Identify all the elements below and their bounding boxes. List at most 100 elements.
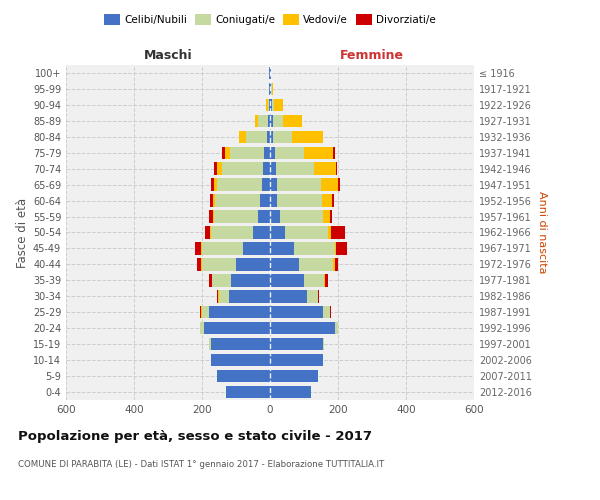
Bar bbox=[210, 194, 213, 207]
Bar bbox=[264, 146, 270, 159]
Bar bbox=[204, 322, 270, 334]
Bar bbox=[314, 162, 335, 175]
Bar bbox=[335, 162, 337, 175]
Bar bbox=[270, 338, 323, 350]
Bar bbox=[213, 210, 214, 223]
Bar bbox=[222, 146, 225, 159]
Bar bbox=[239, 130, 246, 143]
Bar bbox=[286, 226, 328, 238]
Bar bbox=[214, 178, 217, 191]
Bar bbox=[271, 82, 272, 95]
Bar bbox=[294, 242, 335, 254]
Text: COMUNE DI PARABITA (LE) - Dati ISTAT 1° gennaio 2017 - Elaborazione TUTTITALIA.I: COMUNE DI PARABITA (LE) - Dati ISTAT 1° … bbox=[18, 460, 384, 469]
Bar bbox=[269, 82, 270, 95]
Bar bbox=[200, 306, 201, 318]
Bar bbox=[270, 178, 277, 191]
Bar bbox=[277, 178, 321, 191]
Bar bbox=[317, 290, 318, 302]
Bar bbox=[211, 178, 214, 191]
Bar bbox=[333, 258, 335, 270]
Bar bbox=[304, 274, 325, 286]
Bar bbox=[270, 130, 274, 143]
Bar bbox=[318, 290, 319, 302]
Bar bbox=[215, 194, 260, 207]
Bar bbox=[246, 130, 266, 143]
Bar bbox=[255, 114, 258, 127]
Bar bbox=[270, 210, 280, 223]
Bar bbox=[268, 98, 269, 111]
Bar bbox=[270, 67, 271, 79]
Bar bbox=[202, 306, 209, 318]
Bar bbox=[211, 226, 253, 238]
Bar bbox=[253, 226, 270, 238]
Bar bbox=[202, 258, 236, 270]
Bar bbox=[273, 114, 283, 127]
Bar bbox=[323, 306, 329, 318]
Bar bbox=[270, 226, 286, 238]
Bar bbox=[268, 114, 270, 127]
Bar bbox=[270, 306, 323, 318]
Bar bbox=[323, 338, 325, 350]
Y-axis label: Anni di nascita: Anni di nascita bbox=[537, 191, 547, 274]
Bar bbox=[231, 274, 270, 286]
Bar bbox=[222, 162, 263, 175]
Bar bbox=[195, 242, 202, 254]
Bar bbox=[270, 162, 276, 175]
Bar bbox=[258, 114, 268, 127]
Bar bbox=[270, 274, 304, 286]
Bar bbox=[266, 130, 270, 143]
Bar bbox=[280, 210, 323, 223]
Bar bbox=[276, 162, 314, 175]
Bar bbox=[243, 242, 270, 254]
Bar bbox=[202, 242, 243, 254]
Bar bbox=[217, 370, 270, 382]
Bar bbox=[266, 98, 268, 111]
Bar bbox=[329, 210, 332, 223]
Bar bbox=[270, 114, 273, 127]
Bar bbox=[218, 290, 219, 302]
Bar bbox=[270, 386, 311, 398]
Bar bbox=[335, 242, 337, 254]
Bar bbox=[225, 146, 230, 159]
Bar bbox=[270, 258, 299, 270]
Bar bbox=[304, 146, 333, 159]
Bar bbox=[197, 258, 202, 270]
Bar bbox=[272, 98, 274, 111]
Bar bbox=[236, 258, 270, 270]
Bar bbox=[213, 194, 215, 207]
Bar bbox=[325, 274, 328, 286]
Bar bbox=[270, 322, 335, 334]
Bar bbox=[337, 242, 347, 254]
Bar bbox=[217, 178, 262, 191]
Bar bbox=[219, 290, 229, 302]
Bar bbox=[331, 226, 345, 238]
Bar bbox=[258, 210, 270, 223]
Bar bbox=[323, 210, 329, 223]
Bar bbox=[333, 146, 335, 159]
Bar bbox=[270, 82, 271, 95]
Bar bbox=[209, 274, 212, 286]
Bar bbox=[212, 274, 231, 286]
Bar bbox=[211, 354, 270, 366]
Y-axis label: Fasce di età: Fasce di età bbox=[16, 198, 29, 268]
Bar bbox=[217, 162, 222, 175]
Bar bbox=[292, 130, 323, 143]
Bar bbox=[201, 306, 202, 318]
Bar bbox=[211, 338, 270, 350]
Bar bbox=[275, 146, 304, 159]
Bar bbox=[330, 306, 331, 318]
Bar bbox=[260, 194, 270, 207]
Bar bbox=[299, 258, 333, 270]
Text: Femmine: Femmine bbox=[340, 48, 404, 62]
Bar bbox=[335, 258, 338, 270]
Bar bbox=[217, 290, 218, 302]
Bar bbox=[283, 114, 302, 127]
Bar bbox=[210, 226, 211, 238]
Bar bbox=[332, 194, 334, 207]
Bar bbox=[328, 226, 331, 238]
Bar bbox=[214, 162, 217, 175]
Bar bbox=[230, 146, 264, 159]
Bar bbox=[322, 194, 332, 207]
Bar bbox=[277, 194, 322, 207]
Bar bbox=[338, 178, 340, 191]
